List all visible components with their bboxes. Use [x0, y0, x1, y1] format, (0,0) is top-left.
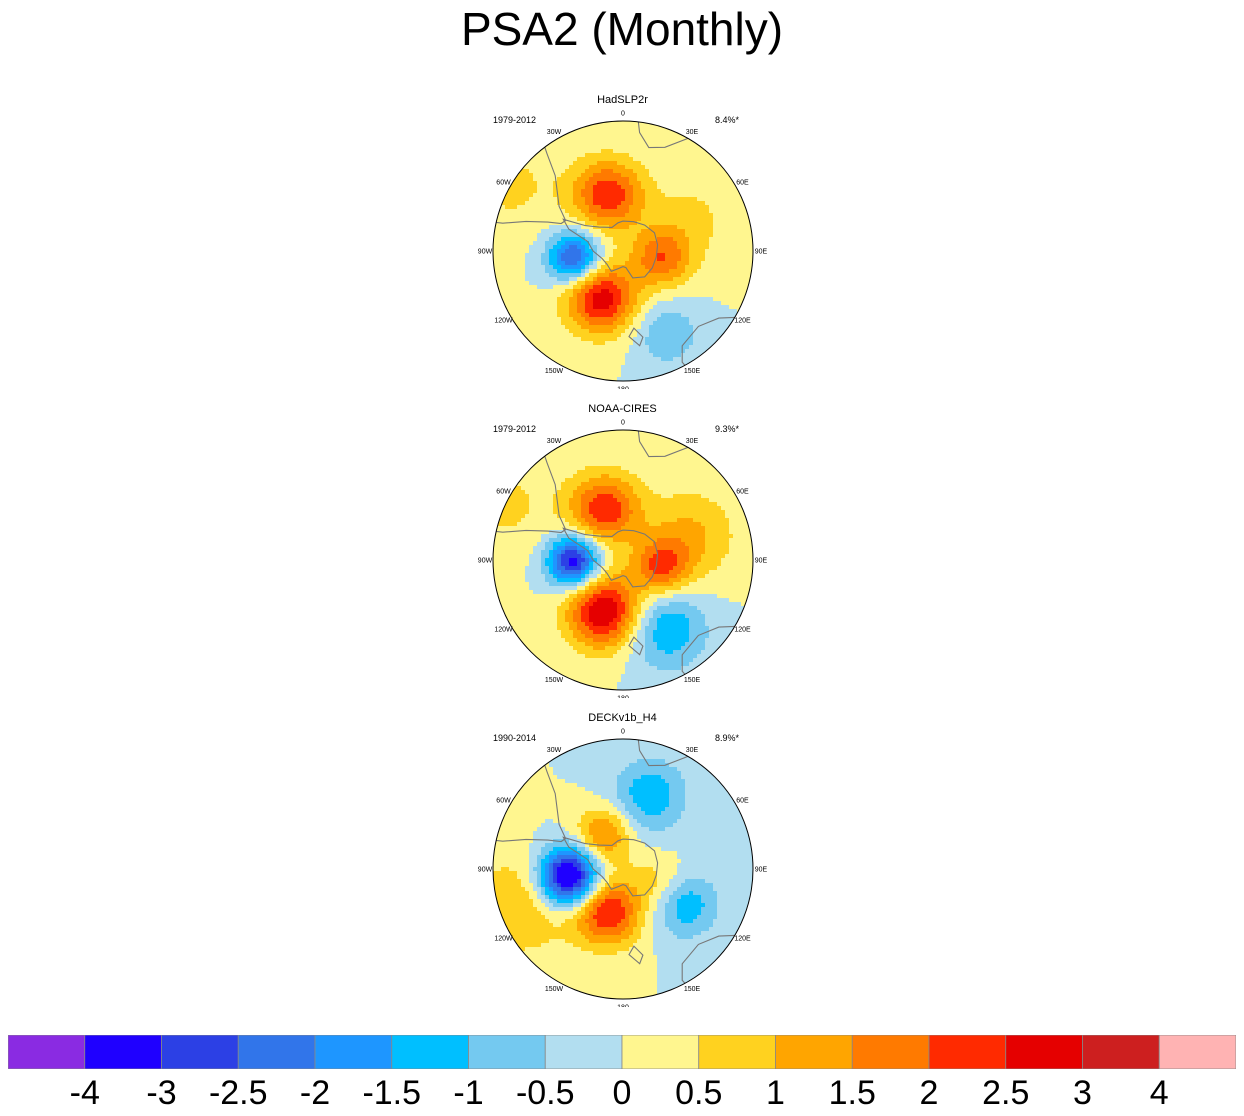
colorbar-swatch: [544, 1035, 623, 1069]
longitude-label: 60E: [736, 180, 749, 187]
colorbar-tick-label: 2: [919, 1074, 939, 1112]
longitude-label: 180: [617, 696, 629, 699]
coastline-antarctica: [562, 218, 659, 279]
figure-title: PSA2 (Monthly): [460, 3, 784, 55]
longitude-label: 150E: [684, 677, 701, 684]
colorbar-swatch: [237, 1035, 316, 1069]
longitude-label: 30W: [547, 129, 562, 136]
period-label: 1979-2012: [493, 424, 537, 434]
colorbar-tick-label: -0.5: [515, 1074, 575, 1112]
longitude-label: 180: [617, 387, 629, 390]
coastline-antarctica: [562, 836, 659, 897]
polar-map: 0 30E 60E 90E 120E 150E 180 150W 120W 90W 60W 30W: [478, 420, 768, 699]
coastline-new-zealand: [628, 327, 644, 347]
colorbar-swatch: [8, 1035, 86, 1069]
longitude-label: 90E: [755, 558, 768, 565]
panel-title: NOAA-CIRES: [588, 403, 657, 415]
colorbar-tick-label: 0: [612, 1074, 632, 1112]
longitude-label: 60E: [736, 489, 749, 496]
coastline-new-zealand: [628, 945, 644, 965]
colorbar-swatch: [851, 1035, 930, 1069]
variance-label: 9.3%*: [715, 424, 740, 434]
longitude-label: 30E: [686, 438, 699, 445]
colorbar-swatch: [391, 1035, 469, 1069]
longitude-label: 150E: [684, 986, 701, 993]
map-boundary: [492, 120, 754, 382]
longitude-label: 0: [621, 420, 625, 427]
colorbar-swatch: [84, 1035, 162, 1069]
coastline-south-america: [493, 440, 567, 534]
map-panel-noaa-cires: NOAA-CIRES 1979-2012 9.3%* 0 30E 60E 90E 120…: [470, 403, 775, 698]
colorbar-swatch: [621, 1035, 700, 1069]
longitude-label: 60W: [496, 180, 511, 187]
colorbar-swatch: [314, 1035, 393, 1069]
longitude-label: 120W: [494, 936, 513, 943]
longitude-label: 30E: [686, 747, 699, 754]
colorbar-tick-label: -1: [453, 1074, 484, 1112]
polar-map: 0 30E 60E 90E 120E 150E 180 150W 120W 90W 60W 30W: [478, 729, 768, 1008]
colorbar-tick-label: 0.5: [675, 1074, 723, 1112]
coastline-south-america: [493, 131, 567, 225]
longitude-label: 90W: [478, 867, 493, 874]
map-panel-hadslp2r: HadSLP2r 1979-2012 8.4%* 0 30E 60E 90E 120E 1…: [470, 94, 775, 389]
longitude-label: 150E: [684, 368, 701, 375]
longitude-label: 150W: [545, 677, 564, 684]
colorbar-tick-label: 1: [766, 1074, 785, 1112]
period-label: 1979-2012: [493, 115, 537, 125]
colorbar-tick-label: -2: [299, 1074, 331, 1112]
longitude-label: 180: [617, 1005, 629, 1008]
longitude-label: 150W: [545, 368, 564, 375]
panel-title: DECKv1b_H4: [588, 712, 657, 724]
colorbar-swatch: [928, 1035, 1007, 1069]
longitude-label: 90E: [755, 867, 768, 874]
coastline-australia: [681, 316, 738, 378]
coastline-new-zealand: [628, 636, 644, 656]
longitude-label: 120E: [734, 318, 751, 325]
longitude-label: 60E: [736, 798, 749, 805]
colorbar: [8, 1035, 1236, 1069]
longitude-label: 60W: [496, 798, 511, 805]
colorbar-tick-label: 4: [1149, 1074, 1169, 1112]
colorbar-tick-label: -2.5: [208, 1074, 268, 1112]
map-boundary: [492, 738, 754, 1000]
colorbar-swatch: [775, 1035, 853, 1069]
coastline-antarctica: [562, 527, 659, 588]
longitude-label: 0: [621, 111, 625, 118]
longitude-label: 90W: [478, 558, 493, 565]
colorbar-swatch: [161, 1035, 239, 1069]
longitude-label: 120E: [734, 627, 751, 634]
longitude-label: 90W: [478, 249, 493, 256]
colorbar-swatch: [1158, 1035, 1236, 1069]
colorbar-swatch: [1005, 1035, 1083, 1069]
panel-title: HadSLP2r: [597, 94, 648, 106]
longitude-label: 30W: [547, 438, 562, 445]
variance-label: 8.9%*: [715, 733, 740, 743]
variance-label: 8.4%*: [715, 115, 740, 125]
colorbar-swatch: [698, 1035, 776, 1069]
coastline-australia: [681, 625, 738, 687]
colorbar-tick-label: 1.5: [828, 1074, 876, 1112]
longitude-label: 60W: [496, 489, 511, 496]
map-boundary: [492, 429, 754, 691]
colorbar-tick-label: -1.5: [362, 1074, 422, 1112]
map-panel-deckv1b-h4: DECKv1b_H4 1990-2014 8.9%* 0 30E 60E 90E 120…: [470, 712, 775, 1007]
longitude-label: 30W: [547, 747, 562, 754]
colorbar-tick-label: 2.5: [982, 1074, 1030, 1112]
period-label: 1990-2014: [493, 733, 537, 743]
colorbar-tick-label: -4: [69, 1074, 100, 1112]
coastline-australia: [681, 934, 738, 996]
longitude-label: 0: [621, 729, 625, 736]
colorbar-tick-label: -3: [146, 1074, 177, 1112]
longitude-label: 150W: [545, 986, 564, 993]
colorbar-swatch: [468, 1035, 546, 1069]
longitude-label: 120E: [734, 936, 751, 943]
longitude-label: 90E: [755, 249, 768, 256]
longitude-label: 30E: [686, 129, 699, 136]
colorbar-swatch: [1082, 1035, 1160, 1069]
coastline-south-america: [493, 749, 567, 843]
longitude-label: 120W: [494, 627, 513, 634]
longitude-label: 120W: [494, 318, 513, 325]
colorbar-tick-label: 3: [1073, 1074, 1092, 1112]
polar-map: 0 30E 60E 90E 120E 150E 180 150W 120W 90W 60W 30W: [478, 111, 768, 390]
